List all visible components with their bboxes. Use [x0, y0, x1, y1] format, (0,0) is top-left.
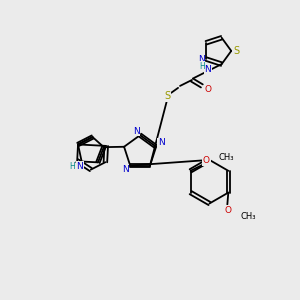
- Text: CH₃: CH₃: [218, 153, 234, 162]
- Text: O: O: [203, 156, 210, 165]
- Text: S: S: [233, 46, 239, 56]
- Text: H: H: [69, 162, 75, 171]
- Text: N: N: [122, 165, 129, 174]
- Text: N: N: [158, 138, 164, 147]
- Text: N: N: [198, 55, 205, 64]
- Text: N: N: [133, 127, 140, 136]
- Text: N: N: [204, 64, 211, 74]
- Text: S: S: [164, 91, 170, 101]
- Text: O: O: [204, 85, 211, 94]
- Text: CH₃: CH₃: [240, 212, 256, 221]
- Text: N: N: [76, 162, 83, 171]
- Text: H: H: [199, 61, 205, 70]
- Text: O: O: [225, 206, 232, 215]
